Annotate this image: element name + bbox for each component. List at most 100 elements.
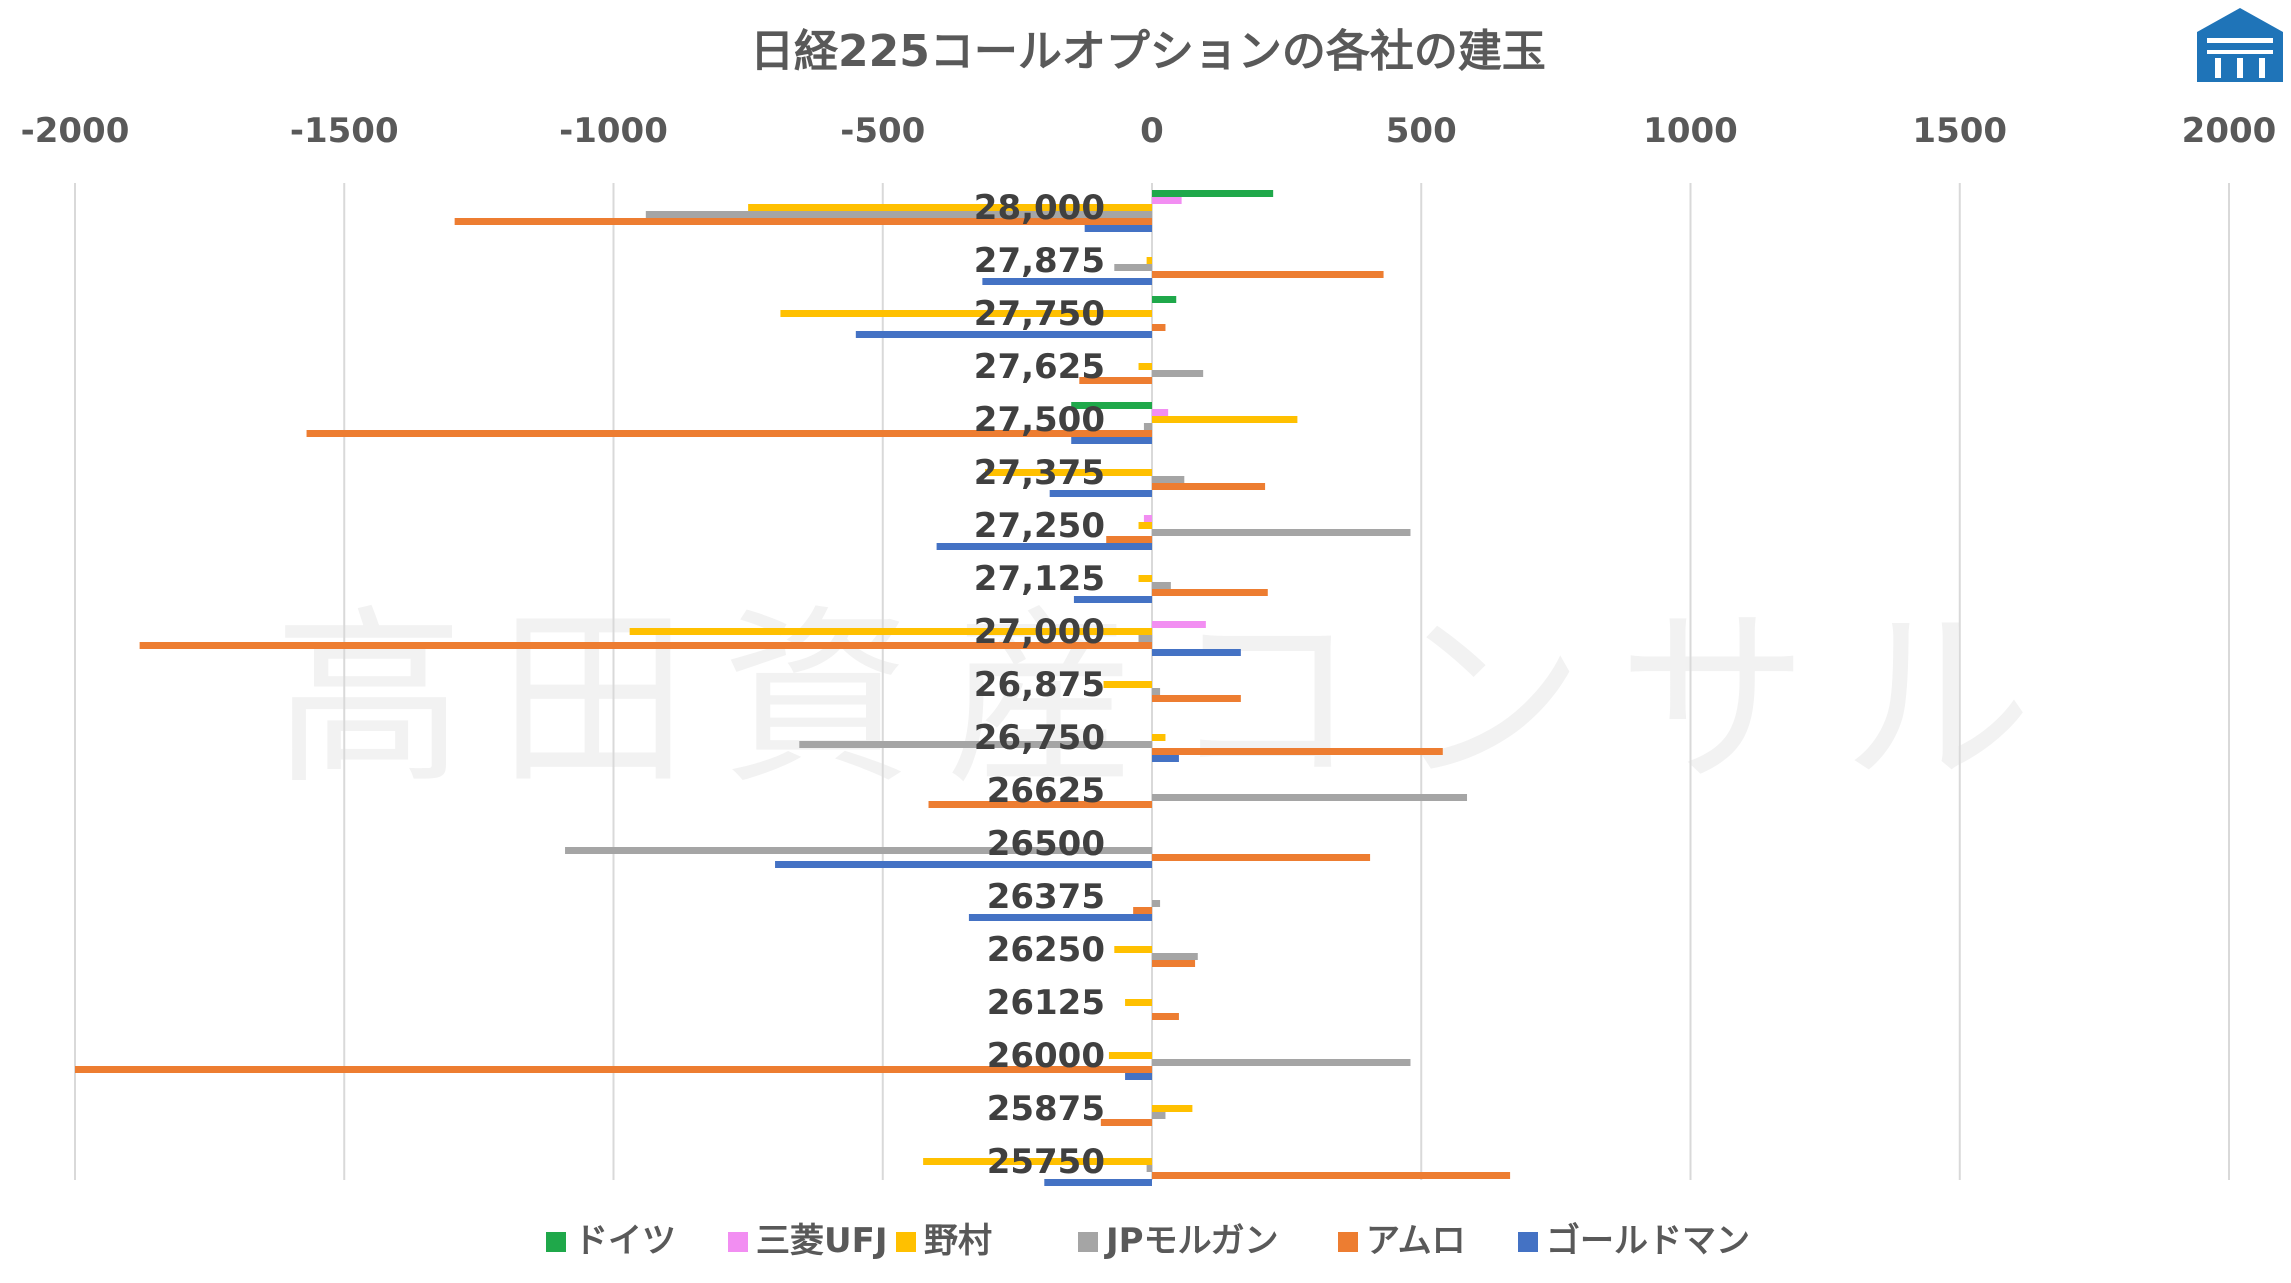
bar	[1152, 854, 1371, 861]
bar	[1152, 621, 1206, 628]
bar	[306, 430, 1152, 437]
category-label: 27,500	[974, 400, 1105, 440]
legend-label: 野村	[924, 1221, 992, 1261]
bar	[775, 861, 1152, 868]
bar	[1133, 907, 1152, 914]
bar	[1152, 271, 1384, 278]
category-label: 27,125	[974, 559, 1105, 599]
bar	[1152, 734, 1166, 741]
bar	[1103, 681, 1152, 688]
bar	[1152, 748, 1443, 755]
x-tick-label: -2000	[21, 111, 130, 151]
bar	[1152, 960, 1196, 967]
bar	[1152, 370, 1204, 377]
bar	[1125, 999, 1152, 1006]
bar	[629, 628, 1152, 635]
legend: ドイツ 三菱UFJ 野村 JPモルガン アムロ ゴールドマン	[546, 1221, 1750, 1261]
bar	[75, 1066, 1152, 1073]
category-label: 27,875	[974, 241, 1105, 281]
x-axis-ticks: -2000 -1500 -1000 -500 0 500 1000 1500 2000	[21, 111, 2277, 151]
bar	[1152, 649, 1241, 656]
bar	[1152, 688, 1161, 695]
bar	[1100, 1119, 1152, 1126]
bar	[1106, 536, 1152, 543]
bar	[1138, 575, 1152, 582]
legend-label: JPモルガン	[1104, 1221, 1279, 1261]
legend-swatch	[1078, 1232, 1098, 1252]
bar	[1152, 1112, 1166, 1119]
bar	[799, 741, 1152, 748]
bar	[1152, 1059, 1411, 1066]
category-label: 28,000	[974, 188, 1105, 228]
bar	[982, 278, 1152, 285]
category-label: 26250	[987, 930, 1105, 970]
bar	[780, 310, 1152, 317]
bar	[748, 204, 1152, 211]
legend-swatch	[546, 1232, 566, 1252]
bar	[1152, 190, 1274, 197]
bar	[1143, 423, 1152, 430]
bar	[1152, 755, 1179, 762]
x-tick-label: 1500	[1912, 111, 2007, 151]
legend-swatch	[1518, 1232, 1538, 1252]
bar	[1152, 794, 1468, 801]
category-label: 26500	[987, 824, 1105, 864]
bar	[139, 642, 1152, 649]
bar	[1114, 264, 1152, 271]
bar	[1079, 377, 1152, 384]
category-label: 26625	[987, 771, 1105, 811]
x-tick-label: -1500	[290, 111, 399, 151]
legend-label: ドイツ	[574, 1221, 676, 1261]
bar	[645, 211, 1152, 218]
category-label: 27,625	[974, 347, 1105, 387]
bar	[923, 1158, 1152, 1165]
bar	[1108, 1052, 1152, 1059]
bar	[1152, 476, 1185, 483]
bar	[1049, 490, 1152, 497]
bar	[1146, 257, 1152, 264]
x-tick-label: -1000	[559, 111, 668, 151]
bar	[1044, 1179, 1152, 1186]
bar	[1152, 416, 1298, 423]
bar	[1071, 402, 1152, 409]
legend-label: アムロ	[1366, 1221, 1466, 1261]
chart-title: 日経225コールオプションの各社の建玉	[750, 26, 1546, 77]
bar	[1138, 635, 1152, 642]
category-label: 27,750	[974, 294, 1105, 334]
x-tick-label: 2000	[2182, 111, 2277, 151]
bar	[1146, 1165, 1152, 1172]
bar	[1152, 483, 1266, 490]
bar	[1073, 596, 1152, 603]
bar	[1138, 363, 1152, 370]
legend-label: 三菱UFJ	[756, 1221, 887, 1261]
category-label: 25875	[987, 1089, 1105, 1129]
legend-swatch	[728, 1232, 748, 1252]
company-emblem-icon	[2197, 8, 2283, 82]
bar	[1152, 900, 1161, 907]
x-tick-label: 1000	[1643, 111, 1738, 151]
bar	[1152, 296, 1177, 303]
category-label: 26375	[987, 877, 1105, 917]
category-label: 25750	[987, 1142, 1105, 1182]
bar	[1152, 1172, 1511, 1179]
legend-swatch	[1338, 1232, 1358, 1252]
bar	[1152, 1013, 1179, 1020]
category-label: 27,000	[974, 612, 1105, 652]
bar	[855, 331, 1152, 338]
x-tick-label: -500	[840, 111, 925, 151]
bar	[1152, 197, 1182, 204]
legend-label: ゴールドマン	[1546, 1221, 1750, 1261]
bar	[1138, 522, 1152, 529]
bar	[1152, 582, 1171, 589]
category-label: 26,875	[974, 665, 1105, 705]
bar	[928, 801, 1152, 808]
bar	[1143, 515, 1152, 522]
category-label: 26000	[987, 1036, 1105, 1076]
bar	[1114, 946, 1152, 953]
x-tick-label: 0	[1140, 111, 1164, 151]
bar	[985, 469, 1152, 476]
bar	[1152, 529, 1411, 536]
legend-swatch	[896, 1232, 916, 1252]
bar	[1152, 409, 1169, 416]
